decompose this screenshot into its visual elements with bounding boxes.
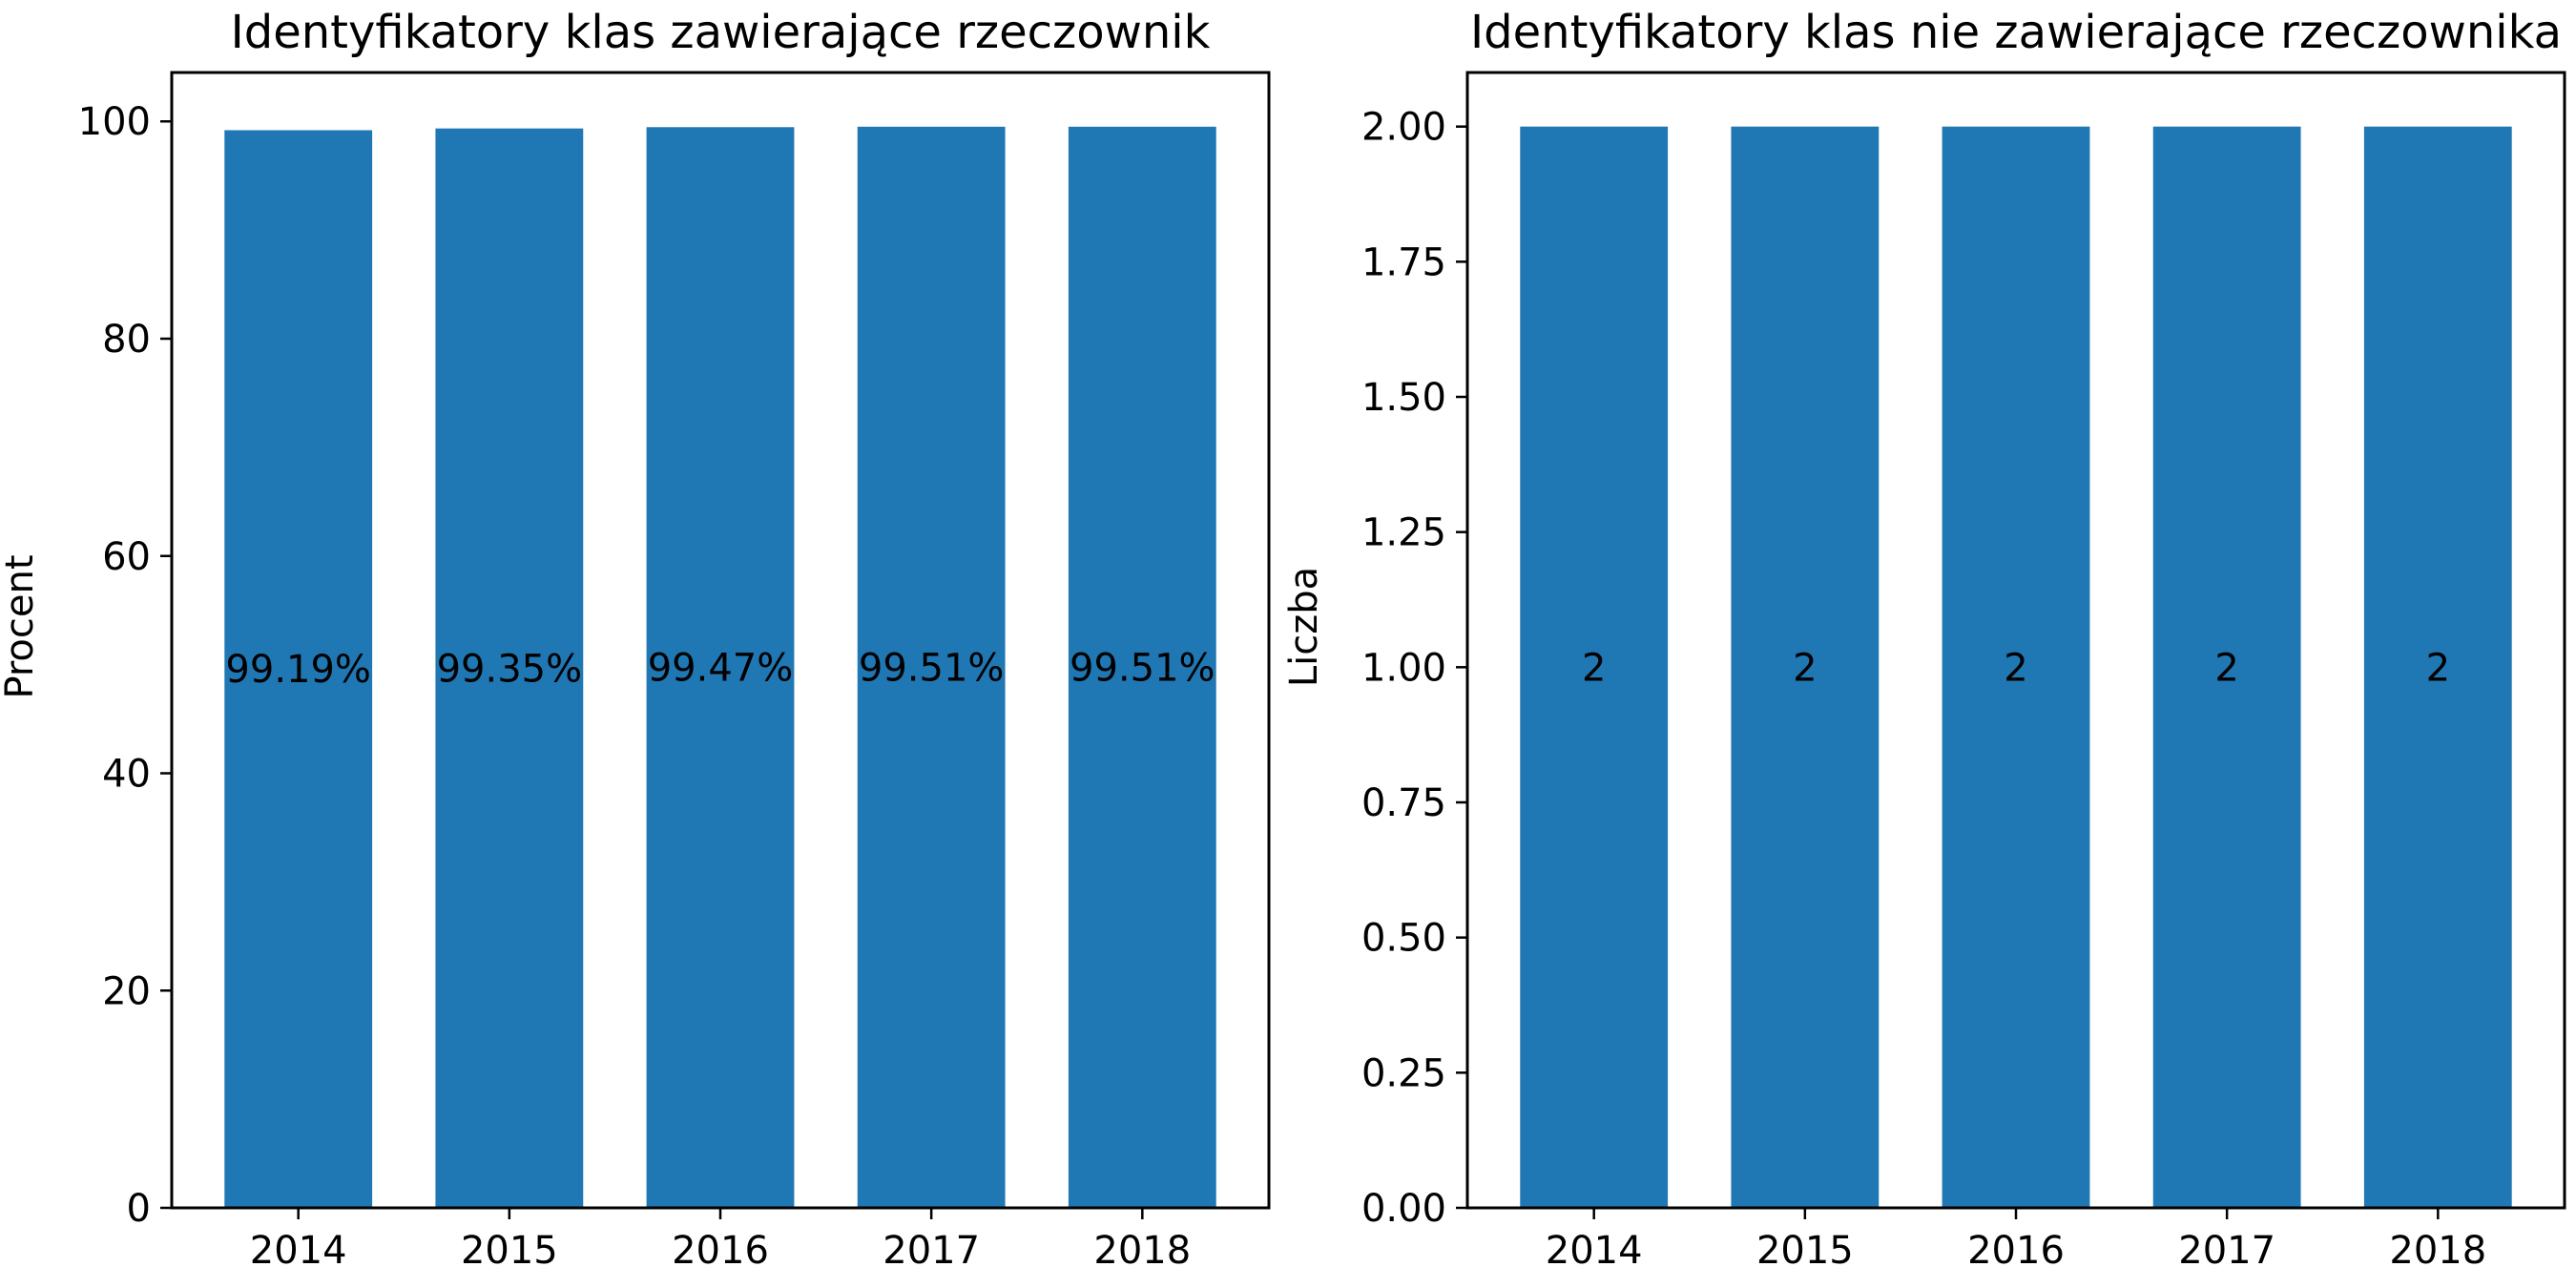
bar — [1731, 126, 1880, 1208]
y-axis-label: Liczba — [1282, 567, 1326, 687]
charts: 99.19% 99.35% 99.47% 99.51% 99.51% 0 20 40 60 80 1… — [0, 6, 2566, 1273]
x-tick-label: 2014 — [1546, 1229, 1643, 1273]
bar — [1068, 126, 1216, 1208]
x-tick-label: 2018 — [2389, 1229, 2486, 1273]
y-tick-label: 60 — [102, 535, 151, 579]
y-tick-label: 0.50 — [1361, 917, 1446, 961]
bar — [1942, 126, 2090, 1208]
data-label: 99.51% — [1070, 646, 1215, 690]
data-label: 2 — [2426, 646, 2450, 690]
y-tick-label: 2.00 — [1361, 106, 1446, 150]
bar — [1520, 126, 1669, 1208]
bar — [2152, 126, 2301, 1208]
x-tick-label: 2015 — [1756, 1229, 1854, 1273]
y-tick-label: 1.00 — [1361, 646, 1446, 690]
y-tick-label: 0 — [127, 1187, 151, 1231]
y-tick-label: 1.50 — [1361, 376, 1446, 420]
y-axis-label: Procent — [0, 554, 42, 698]
x-tick-label: 2016 — [672, 1229, 769, 1273]
bar — [435, 128, 584, 1208]
data-label: 2 — [2004, 646, 2027, 690]
chart-panel-1: 99.19% 99.35% 99.47% 99.51% 99.51% 0 20 40 60 80 1… — [0, 6, 1271, 1273]
data-label: 2 — [1793, 646, 1817, 690]
chart-title: Identyfikatory klas nie zawierające rzec… — [1470, 6, 2562, 59]
data-label: 99.47% — [648, 647, 794, 691]
y-tick-label: 0.75 — [1361, 781, 1446, 825]
y-tick-label: 0.25 — [1361, 1051, 1446, 1095]
y-tick-label: 20 — [102, 969, 151, 1013]
chart-title: Identyfikatory klas zawierające rzeczown… — [231, 6, 1211, 59]
bar — [224, 130, 373, 1209]
data-label: 99.35% — [437, 647, 583, 691]
data-label: 99.19% — [225, 648, 371, 692]
x-tick-label: 2014 — [250, 1229, 347, 1273]
data-label: 2 — [2214, 646, 2238, 690]
y-tick-label: 40 — [102, 753, 151, 797]
x-tick-label: 2015 — [461, 1229, 558, 1273]
x-tick-label: 2016 — [1967, 1229, 2065, 1273]
bar — [646, 127, 795, 1208]
y-tick-label: 80 — [102, 318, 151, 362]
y-tick-label: 1.75 — [1361, 240, 1446, 284]
x-tick-label: 2017 — [2178, 1229, 2275, 1273]
chart-panel-2: 2 2 2 2 2 0.00 0.25 0.50 0.75 1.00 1.25 1.50 1.75 2.0… — [1282, 6, 2566, 1273]
y-tick-label: 100 — [78, 100, 151, 144]
data-label: 99.51% — [859, 646, 1005, 690]
y-tick-label: 1.25 — [1361, 511, 1446, 555]
y-tick-label: 0.00 — [1361, 1187, 1446, 1231]
data-label: 2 — [1582, 646, 1606, 690]
x-tick-label: 2017 — [883, 1229, 980, 1273]
x-tick-label: 2018 — [1093, 1229, 1191, 1273]
bar — [2363, 126, 2512, 1208]
bar — [857, 126, 1006, 1208]
